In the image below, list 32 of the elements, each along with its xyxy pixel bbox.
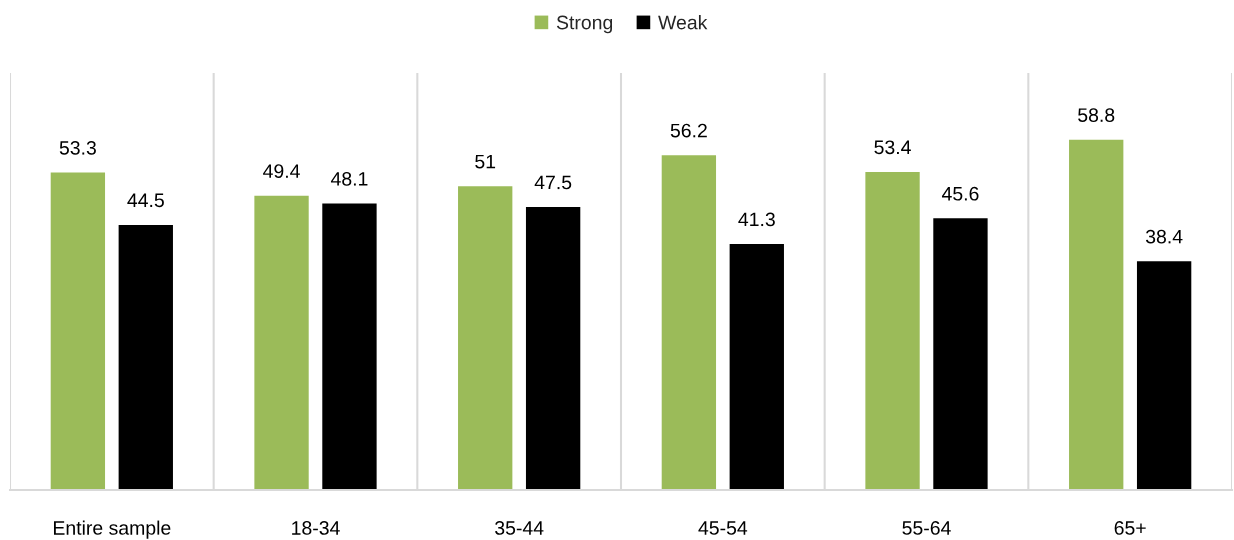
data-label: 58.8 bbox=[1078, 108, 1115, 122]
bar bbox=[118, 224, 173, 490]
bar bbox=[661, 155, 717, 490]
data-label: 44.5 bbox=[127, 193, 164, 208]
bar bbox=[1136, 261, 1192, 490]
bar bbox=[50, 172, 106, 490]
data-label: 51 bbox=[475, 154, 496, 169]
data-label: 53.3 bbox=[59, 140, 96, 155]
data-label: 41.3 bbox=[738, 212, 775, 227]
bar bbox=[933, 218, 988, 490]
bar bbox=[254, 195, 309, 490]
bar bbox=[458, 186, 513, 490]
bar bbox=[525, 207, 581, 490]
data-label: 48.1 bbox=[330, 171, 368, 186]
legend-label: Strong bbox=[556, 15, 613, 34]
x-tick-label: Entire sample bbox=[53, 520, 171, 539]
data-label: 45.6 bbox=[941, 186, 979, 201]
x-tick-label: 35-44 bbox=[495, 521, 544, 535]
data-label: 56.2 bbox=[670, 123, 707, 138]
data-label: 53.4 bbox=[874, 140, 911, 155]
bar bbox=[865, 171, 920, 490]
x-tick-label: 55-64 bbox=[902, 521, 951, 535]
x-tick-label: 65+ bbox=[1114, 521, 1146, 535]
bar bbox=[729, 243, 784, 490]
x-tick-label: 45-54 bbox=[698, 521, 748, 535]
legend-label: Weak bbox=[658, 15, 708, 30]
bar bbox=[1069, 139, 1124, 490]
data-label: 49.4 bbox=[263, 164, 300, 178]
x-tick-label: 18-34 bbox=[292, 521, 340, 535]
data-label: 47.5 bbox=[534, 175, 572, 190]
bar bbox=[322, 203, 377, 490]
data-label: 38.4 bbox=[1145, 229, 1183, 244]
